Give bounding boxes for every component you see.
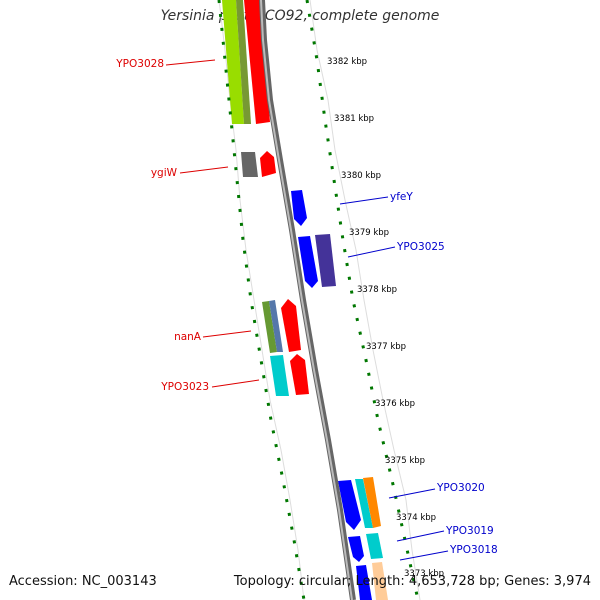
gene-leader-line — [202, 330, 252, 338]
gene-feature-olive[interactable] — [236, 0, 251, 124]
accession-text: Accession: NC_003143 — [9, 574, 157, 589]
gene-label-nana[interactable]: nanA — [174, 331, 202, 343]
gene-label-ypo3028[interactable]: YPO3028 — [115, 58, 164, 70]
gene-leader-line — [179, 166, 229, 174]
gene-feature-blue-ypo3025[interactable] — [298, 236, 318, 288]
gene-feature-cyan-ypo3020[interactable] — [355, 479, 373, 528]
gene-label-ypo3023[interactable]: YPO3023 — [160, 381, 209, 393]
gene-leader-line — [396, 530, 445, 542]
gene-feature-red-nana[interactable] — [281, 299, 301, 352]
gene-feature-olive-nana[interactable] — [262, 301, 277, 353]
gene-feature-cyan-ypo3023[interactable] — [270, 355, 289, 396]
gene-label-ypo3020[interactable]: YPO3020 — [436, 482, 485, 494]
gene-feature-steelblue-nana[interactable] — [269, 300, 283, 352]
ruler-dashes — [217, 0, 420, 600]
ruler-tick-label: 3374 kbp — [396, 513, 436, 523]
ruler-tick-label: 3373 kbp — [404, 569, 444, 579]
gene-label-ypo3018[interactable]: YPO3018 — [449, 544, 498, 556]
gene-feature-peach-bottom[interactable] — [372, 562, 388, 600]
outer-ring-guide — [309, 0, 421, 600]
gene-label-ypo3019[interactable]: YPO3019 — [445, 525, 494, 537]
gene-leader-line — [339, 196, 389, 205]
ruler-tick-label: 3376 kbp — [375, 399, 415, 409]
genome-backbone — [259, 0, 356, 600]
gene-feature-gray-ygiw[interactable] — [241, 152, 258, 177]
ruler-tick-label: 3375 kbp — [385, 456, 425, 466]
gene-feature-blue-ypo3020[interactable] — [338, 480, 361, 530]
gene-leader-line — [399, 550, 449, 561]
gene-feature-blue-ypo3019[interactable] — [348, 536, 364, 562]
gene-feature-purple-ypo3025[interactable] — [315, 234, 336, 287]
gene-feature-blue-bottom[interactable] — [356, 565, 372, 600]
gene-features — [222, 0, 388, 600]
gene-feature-red-ypo3023[interactable] — [290, 354, 309, 395]
ruler-tick-label: 3378 kbp — [357, 285, 397, 295]
gene-leader-line — [388, 488, 436, 499]
gene-leader-line — [347, 246, 396, 258]
topology-text: Topology: circular; Length: 4,653,728 bp… — [233, 574, 591, 589]
gene-leader-line — [211, 379, 260, 388]
ruler-tick-label: 3377 kbp — [366, 342, 406, 352]
gene-feature-red-ygiw[interactable] — [260, 151, 276, 177]
gene-label-ygiw[interactable]: ygiW — [151, 167, 178, 179]
gene-feature-lightgreen[interactable] — [222, 0, 244, 124]
gene-feature-cyan-ypo3019[interactable] — [366, 533, 383, 559]
inner-ruler-dashes — [217, 0, 306, 600]
gene-feature-blue-yfey[interactable] — [291, 190, 307, 226]
gene-label-ypo3025[interactable]: YPO3025 — [396, 241, 445, 253]
ruler-tick-label: 3380 kbp — [341, 171, 381, 181]
gene-leader-line — [165, 59, 216, 66]
gene-feature-orange-ypo3020[interactable] — [363, 477, 381, 528]
ruler-tick-label: 3382 kbp — [327, 57, 367, 67]
ruler-tick-label: 3381 kbp — [334, 114, 374, 124]
ruler-ticks: 3382 kbp 3381 kbp 3380 kbp 3379 kbp 3378 kbp… — [327, 57, 444, 579]
gene-feature-red-ypo3028[interactable] — [244, 0, 270, 124]
gene-label-yfey[interactable]: yfeY — [390, 191, 413, 203]
gene-callouts: YPO3028 ygiW yfeY YPO3025 nanA YPO3023 YPO3020… — [115, 58, 498, 561]
ruler-tick-label: 3379 kbp — [349, 228, 389, 238]
